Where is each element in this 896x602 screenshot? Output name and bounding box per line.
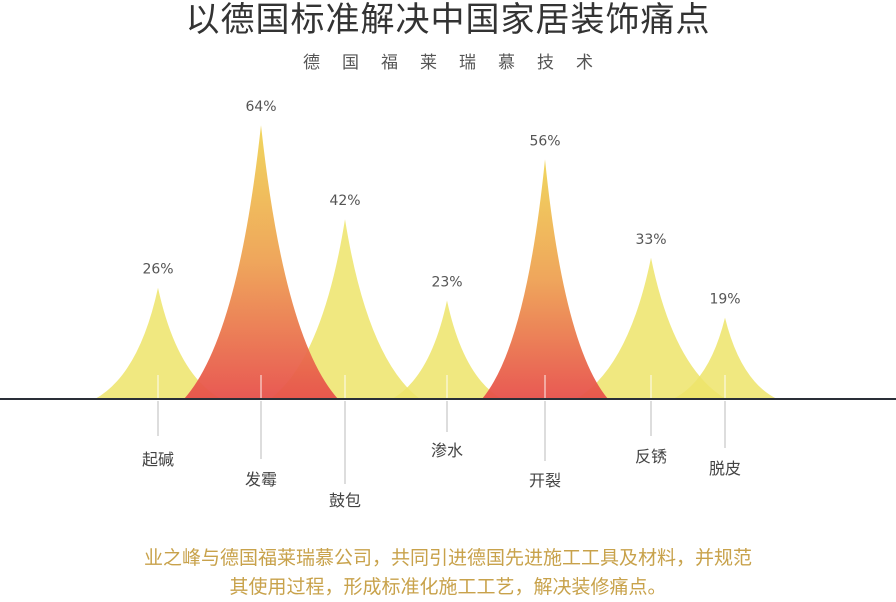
peak-5 — [482, 159, 608, 399]
category-label-6: 反锈 — [635, 447, 667, 466]
category-label-1: 起碱 — [142, 450, 174, 469]
data-label-6: 33% — [635, 232, 666, 248]
data-label-5: 56% — [529, 133, 560, 149]
peak-6 — [576, 257, 726, 399]
footer-line-1: 业之峰与德国福莱瑞慕公司，共同引进德国先进施工工具及材料，并规范 — [143, 547, 752, 569]
peak-7 — [673, 317, 777, 399]
footer-text: 业之峰与德国福莱瑞慕公司，共同引进德国先进施工工具及材料，并规范 其使用过程，形… — [0, 544, 896, 602]
data-label-4: 23% — [431, 275, 462, 291]
chart-subtitle: 德国福莱瑞慕技术 — [303, 53, 615, 73]
peak-2 — [184, 125, 338, 399]
category-label-3: 鼓包 — [329, 491, 361, 510]
peak-4 — [392, 300, 502, 399]
chart-title: 以德国标准解决中国家居装饰痛点 — [185, 0, 711, 40]
data-label-2: 64% — [245, 99, 276, 115]
category-label-2: 发霉 — [245, 470, 277, 489]
footer-line-2: 其使用过程，形成标准化施工工艺，解决装修痛点。 — [229, 576, 667, 598]
peak-1 — [95, 287, 221, 399]
category-label-5: 开裂 — [529, 471, 561, 490]
category-label-7: 脱皮 — [709, 459, 741, 478]
data-label-3: 42% — [329, 193, 360, 209]
data-label-1: 26% — [142, 262, 173, 278]
data-label-7: 19% — [709, 292, 740, 308]
category-label-4: 渗水 — [431, 441, 463, 460]
